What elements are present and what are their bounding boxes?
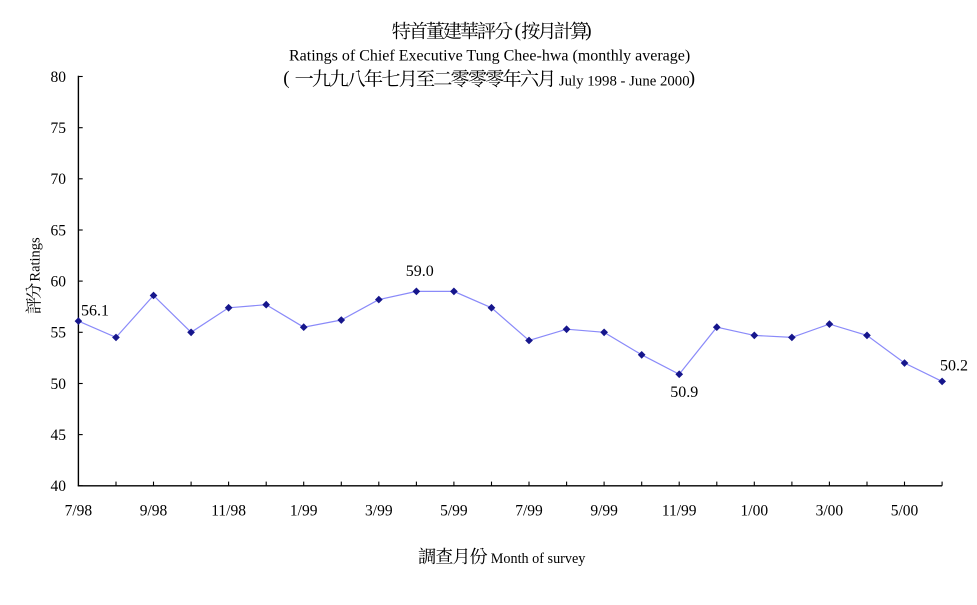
svg-text:50.2: 50.2 [940,358,968,375]
svg-text:): ) [689,68,695,89]
svg-text:): ) [585,20,591,41]
svg-text:9/99: 9/99 [590,503,618,520]
svg-text:1/00: 1/00 [741,503,769,520]
svg-text:50.9: 50.9 [670,384,698,401]
svg-text:80: 80 [51,69,67,86]
svg-text:45: 45 [51,427,67,444]
svg-text:60: 60 [51,274,67,291]
svg-text:5/00: 5/00 [891,503,919,520]
svg-text:5/99: 5/99 [440,503,468,520]
svg-text:7/98: 7/98 [65,503,93,520]
svg-text:11/98: 11/98 [211,503,246,520]
svg-text:July 1998 - June 2000: July 1998 - June 2000 [559,74,690,90]
svg-text:(: ( [515,20,521,41]
svg-text:1/99: 1/99 [290,503,318,520]
svg-text:55: 55 [51,325,67,342]
svg-text:(: ( [283,68,289,89]
svg-text:9/98: 9/98 [140,503,168,520]
svg-text:59.0: 59.0 [406,263,434,280]
svg-text:56.1: 56.1 [81,302,109,319]
svg-text:7/99: 7/99 [515,503,543,520]
svg-text:65: 65 [51,222,67,239]
svg-text:70: 70 [51,171,67,188]
svg-text:Ratings: Ratings [28,237,44,282]
svg-text:3/99: 3/99 [365,503,393,520]
svg-text:Ratings of Chief Executive Tun: Ratings of Chief Executive Tung Chee-hwa… [289,47,690,64]
svg-text:75: 75 [51,120,67,137]
svg-text:40: 40 [51,478,67,495]
svg-text:3/00: 3/00 [816,503,844,520]
svg-text:11/99: 11/99 [662,503,697,520]
svg-text:50: 50 [51,376,67,393]
svg-text:Month of survey: Month of survey [491,551,586,567]
